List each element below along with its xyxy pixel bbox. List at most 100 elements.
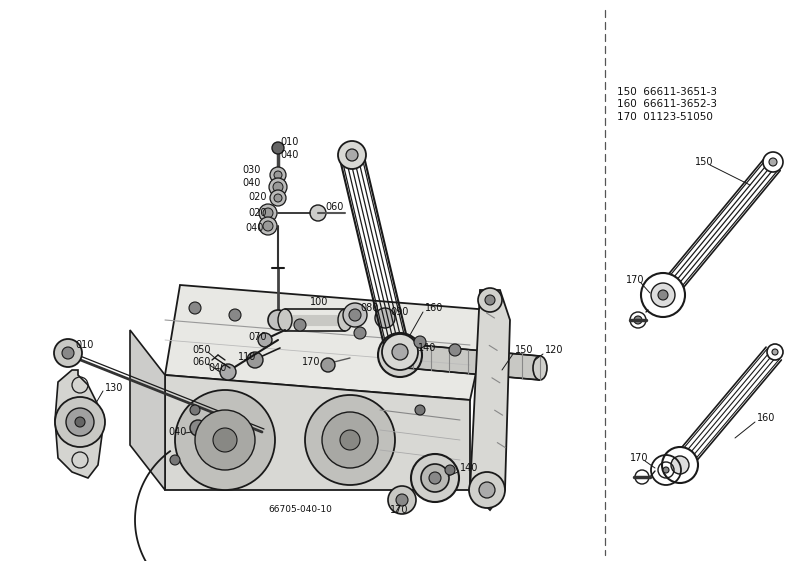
Text: 060: 060 bbox=[325, 202, 343, 212]
Circle shape bbox=[634, 316, 642, 324]
Circle shape bbox=[763, 152, 783, 172]
Circle shape bbox=[170, 455, 180, 465]
Circle shape bbox=[478, 288, 502, 312]
Text: 040: 040 bbox=[242, 178, 260, 188]
Circle shape bbox=[175, 390, 275, 490]
Circle shape bbox=[388, 486, 416, 514]
Circle shape bbox=[349, 309, 361, 321]
Text: 170: 170 bbox=[630, 453, 649, 463]
Polygon shape bbox=[165, 285, 490, 400]
Circle shape bbox=[195, 410, 255, 470]
Text: 020: 020 bbox=[248, 192, 266, 202]
Circle shape bbox=[395, 350, 405, 360]
Polygon shape bbox=[395, 343, 540, 380]
Circle shape bbox=[338, 141, 366, 169]
Circle shape bbox=[55, 397, 105, 447]
Text: 170: 170 bbox=[626, 275, 645, 285]
Circle shape bbox=[663, 467, 669, 473]
Text: 160  66611-3652-3: 160 66611-3652-3 bbox=[617, 99, 717, 109]
Text: 110: 110 bbox=[238, 352, 256, 362]
Text: 010: 010 bbox=[280, 137, 298, 147]
Circle shape bbox=[388, 343, 412, 367]
Circle shape bbox=[449, 344, 461, 356]
Text: 010: 010 bbox=[75, 340, 94, 350]
Circle shape bbox=[213, 428, 237, 452]
Circle shape bbox=[259, 217, 277, 235]
Circle shape bbox=[429, 472, 441, 484]
Polygon shape bbox=[55, 370, 102, 478]
Text: 66705-040-10: 66705-040-10 bbox=[268, 505, 332, 514]
Text: 040: 040 bbox=[245, 223, 263, 233]
Ellipse shape bbox=[533, 356, 547, 380]
Circle shape bbox=[259, 204, 277, 222]
Circle shape bbox=[479, 482, 495, 498]
Text: 070: 070 bbox=[248, 332, 266, 342]
Text: 150: 150 bbox=[515, 345, 534, 355]
Text: 120: 120 bbox=[545, 345, 564, 355]
Circle shape bbox=[630, 312, 646, 328]
Text: 150  66611-3651-3: 150 66611-3651-3 bbox=[617, 87, 717, 97]
Circle shape bbox=[263, 208, 273, 218]
Circle shape bbox=[651, 283, 675, 307]
Ellipse shape bbox=[278, 309, 292, 331]
Circle shape bbox=[190, 405, 200, 415]
Circle shape bbox=[396, 494, 408, 506]
Polygon shape bbox=[130, 330, 165, 490]
Circle shape bbox=[66, 408, 94, 436]
Text: 160: 160 bbox=[425, 303, 443, 313]
Circle shape bbox=[354, 327, 366, 339]
Text: 140: 140 bbox=[460, 463, 478, 473]
Circle shape bbox=[62, 347, 74, 359]
Circle shape bbox=[340, 430, 360, 450]
Polygon shape bbox=[470, 290, 510, 510]
Text: 100: 100 bbox=[310, 297, 328, 307]
Text: 170: 170 bbox=[390, 505, 408, 515]
Circle shape bbox=[258, 333, 272, 347]
Circle shape bbox=[274, 171, 282, 179]
Text: 140: 140 bbox=[418, 343, 436, 353]
Circle shape bbox=[445, 465, 455, 475]
Circle shape bbox=[346, 149, 358, 161]
Circle shape bbox=[269, 178, 287, 196]
Circle shape bbox=[658, 290, 668, 300]
Circle shape bbox=[375, 308, 395, 328]
Circle shape bbox=[343, 303, 367, 327]
Circle shape bbox=[273, 182, 283, 192]
Circle shape bbox=[411, 454, 459, 502]
Circle shape bbox=[305, 395, 395, 485]
Circle shape bbox=[294, 319, 306, 331]
Circle shape bbox=[469, 472, 505, 508]
Circle shape bbox=[190, 420, 206, 436]
Circle shape bbox=[415, 405, 425, 415]
Circle shape bbox=[274, 194, 282, 202]
Polygon shape bbox=[165, 375, 470, 490]
Circle shape bbox=[414, 336, 426, 348]
Circle shape bbox=[322, 412, 378, 468]
Circle shape bbox=[392, 344, 408, 360]
Circle shape bbox=[54, 339, 82, 367]
Text: 030: 030 bbox=[242, 165, 260, 175]
Circle shape bbox=[641, 273, 685, 317]
Circle shape bbox=[662, 447, 698, 483]
Ellipse shape bbox=[388, 343, 402, 367]
Text: 160: 160 bbox=[757, 413, 776, 423]
Circle shape bbox=[220, 364, 236, 380]
Text: 050: 050 bbox=[192, 345, 210, 355]
Text: 080: 080 bbox=[360, 303, 378, 313]
Text: 040: 040 bbox=[208, 363, 226, 373]
Text: 020: 020 bbox=[248, 208, 266, 218]
Circle shape bbox=[270, 167, 286, 183]
Circle shape bbox=[75, 417, 85, 427]
Text: 170  01123-51050: 170 01123-51050 bbox=[617, 112, 713, 122]
Circle shape bbox=[321, 358, 335, 372]
Circle shape bbox=[310, 205, 326, 221]
Circle shape bbox=[767, 344, 783, 360]
Text: 040: 040 bbox=[168, 427, 186, 437]
Circle shape bbox=[382, 334, 418, 370]
Circle shape bbox=[772, 349, 778, 355]
Ellipse shape bbox=[338, 309, 352, 331]
Circle shape bbox=[378, 333, 422, 377]
Text: 040: 040 bbox=[280, 150, 298, 160]
Text: 090: 090 bbox=[390, 307, 408, 317]
Circle shape bbox=[270, 190, 286, 206]
